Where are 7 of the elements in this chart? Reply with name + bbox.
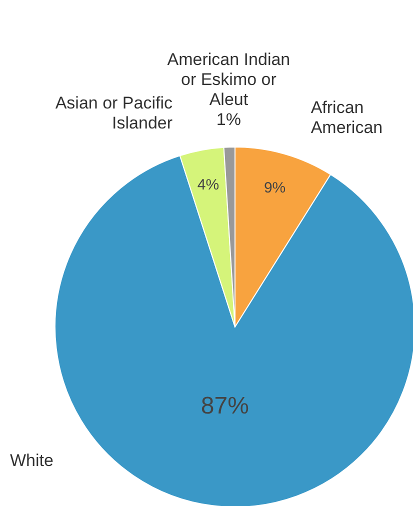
slice-label: White (10, 451, 54, 470)
data-label: 87% (200, 392, 249, 420)
data-label: 4% (197, 176, 220, 194)
data-label: 9% (264, 180, 286, 197)
slice-label: Asian or Pacific Islander (55, 94, 174, 133)
data-label: 1% (216, 110, 242, 130)
slice-label: African American (310, 98, 383, 137)
